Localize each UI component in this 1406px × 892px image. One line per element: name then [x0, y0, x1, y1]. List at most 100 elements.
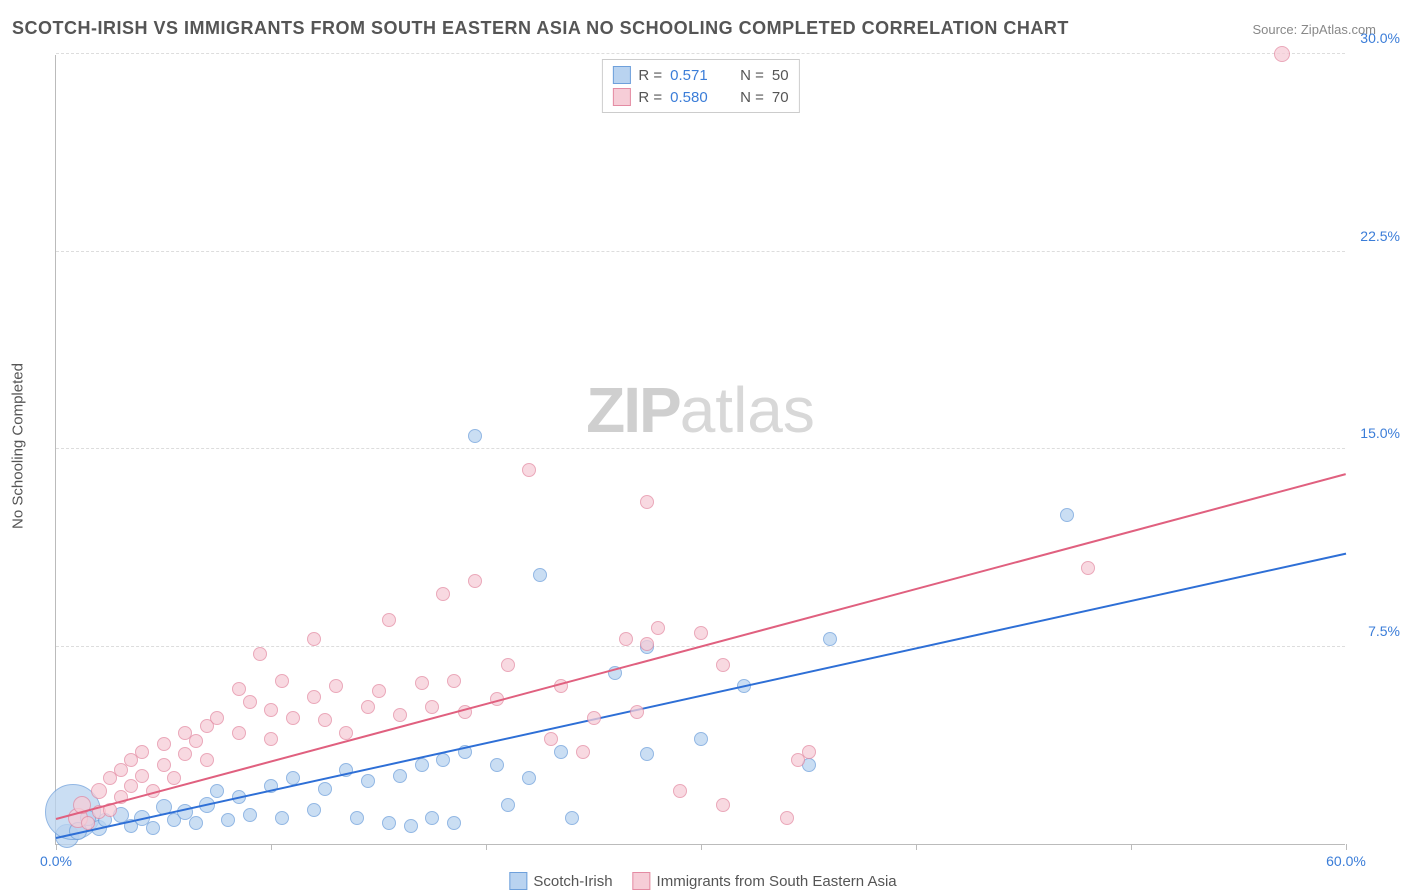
data-point	[436, 753, 450, 767]
data-point	[243, 808, 257, 822]
x-tick-label: 0.0%	[40, 853, 72, 869]
n-label: N =	[740, 89, 764, 106]
data-point	[189, 734, 203, 748]
data-point	[694, 626, 708, 640]
data-point	[823, 632, 837, 646]
data-point	[630, 705, 644, 719]
legend-item: Immigrants from South Eastern Asia	[633, 872, 897, 890]
r-value: 0.571	[670, 67, 720, 84]
data-point	[716, 798, 730, 812]
x-tick	[1131, 844, 1132, 850]
data-point	[382, 613, 396, 627]
y-tick-label: 22.5%	[1360, 228, 1400, 244]
data-point	[318, 713, 332, 727]
x-tick	[486, 844, 487, 850]
data-point	[1060, 508, 1074, 522]
data-point	[415, 676, 429, 690]
grid-line	[56, 53, 1345, 54]
data-point	[640, 637, 654, 651]
data-point	[468, 574, 482, 588]
data-point	[178, 747, 192, 761]
data-point	[307, 803, 321, 817]
data-point	[640, 747, 654, 761]
data-point	[210, 711, 224, 725]
data-point	[425, 700, 439, 714]
data-point	[135, 769, 149, 783]
data-point	[135, 745, 149, 759]
data-point	[565, 811, 579, 825]
x-tick	[56, 844, 57, 850]
watermark: ZIPatlas	[586, 373, 815, 447]
data-point	[307, 690, 321, 704]
data-point	[361, 774, 375, 788]
grid-line	[56, 251, 1345, 252]
x-tick-label: 60.0%	[1326, 853, 1366, 869]
data-point	[350, 811, 364, 825]
x-tick	[701, 844, 702, 850]
data-point	[382, 816, 396, 830]
data-point	[167, 771, 181, 785]
source-label: Source: ZipAtlas.com	[1252, 22, 1376, 37]
data-point	[318, 782, 332, 796]
data-point	[372, 684, 386, 698]
stats-box: R = 0.571 N = 50 R = 0.580 N = 70	[601, 59, 799, 113]
data-point	[640, 495, 654, 509]
data-point	[716, 658, 730, 672]
data-point	[490, 758, 504, 772]
data-point	[415, 758, 429, 772]
legend-label: Scotch-Irish	[533, 873, 612, 890]
data-point	[468, 429, 482, 443]
data-point	[393, 708, 407, 722]
data-point	[447, 674, 461, 688]
data-point	[501, 798, 515, 812]
y-tick-label: 7.5%	[1368, 623, 1400, 639]
data-point	[436, 587, 450, 601]
data-point	[522, 771, 536, 785]
data-point	[221, 813, 235, 827]
data-point	[200, 753, 214, 767]
data-point	[447, 816, 461, 830]
data-point	[501, 658, 515, 672]
legend-swatch	[633, 872, 651, 890]
stats-row: R =0.571N =50	[612, 64, 788, 86]
series-swatch	[612, 66, 630, 84]
data-point	[802, 745, 816, 759]
legend-label: Immigrants from South Eastern Asia	[657, 873, 897, 890]
watermark-atlas: atlas	[680, 374, 815, 446]
r-value: 0.580	[670, 89, 720, 106]
watermark-zip: ZIP	[586, 374, 680, 446]
n-value: 70	[772, 89, 789, 106]
data-point	[1274, 46, 1290, 62]
data-point	[157, 737, 171, 751]
data-point	[286, 711, 300, 725]
data-point	[189, 816, 203, 830]
stats-row: R = 0.580 N = 70	[612, 86, 788, 108]
data-point	[81, 816, 95, 830]
series-swatch	[612, 88, 630, 106]
data-point	[114, 763, 128, 777]
n-label: N =	[740, 67, 764, 84]
data-point	[619, 632, 633, 646]
data-point	[522, 463, 536, 477]
data-point	[576, 745, 590, 759]
data-point	[554, 745, 568, 759]
x-tick	[271, 844, 272, 850]
data-point	[425, 811, 439, 825]
y-tick-label: 15.0%	[1360, 425, 1400, 441]
data-point	[544, 732, 558, 746]
data-point	[124, 779, 138, 793]
data-point	[253, 647, 267, 661]
data-point	[275, 811, 289, 825]
data-point	[361, 700, 375, 714]
r-label: R =	[638, 89, 662, 106]
y-axis-label: No Schooling Completed	[10, 363, 27, 529]
legend-swatch	[509, 872, 527, 890]
data-point	[264, 732, 278, 746]
n-value: 50	[772, 67, 789, 84]
data-point	[393, 769, 407, 783]
data-point	[651, 621, 665, 635]
trend-line	[56, 473, 1347, 820]
data-point	[264, 703, 278, 717]
data-point	[232, 726, 246, 740]
x-tick	[916, 844, 917, 850]
